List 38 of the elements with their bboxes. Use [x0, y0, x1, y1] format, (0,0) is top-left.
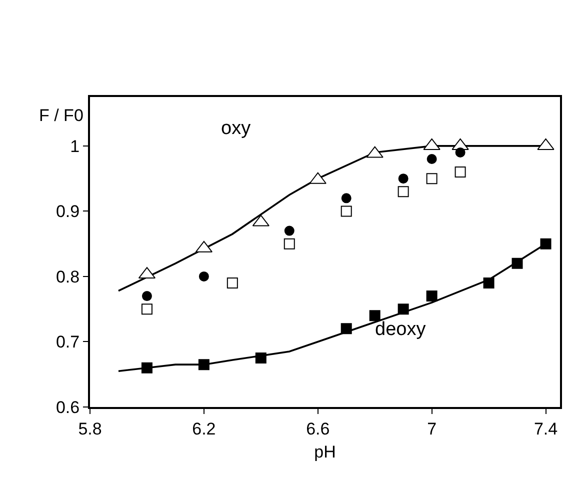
point [284, 238, 295, 250]
point [454, 166, 466, 178]
point [540, 238, 552, 250]
point [255, 352, 266, 364]
point [198, 271, 209, 282]
point [141, 362, 152, 374]
point [426, 290, 438, 302]
x-tick-label: 6.6 [306, 419, 330, 438]
x-tick-label: 7.4 [534, 419, 558, 438]
y-tick-label: 1 [70, 136, 80, 156]
point [198, 359, 210, 370]
x-tick-label: 7 [427, 419, 437, 438]
point [483, 278, 494, 288]
x-axis-title: pH [314, 442, 336, 462]
point [369, 310, 380, 322]
point [340, 206, 352, 217]
y-tick-label: 0.6 [56, 398, 80, 417]
point [141, 304, 152, 315]
y-axis-title: F / F0 [39, 106, 84, 125]
point [398, 304, 409, 315]
point [426, 173, 438, 184]
point [398, 174, 408, 184]
point [398, 186, 409, 198]
x-tick-label: 6.2 [192, 419, 216, 438]
y-tick-label: 0.8 [56, 267, 80, 286]
annotation: deoxy [375, 319, 426, 340]
x-tick-label: 5.8 [78, 419, 102, 438]
y-tick-label: 0.7 [56, 332, 80, 352]
point [340, 323, 352, 334]
y-tick-label: 0.9 [56, 202, 80, 222]
point [455, 147, 466, 158]
point [512, 258, 523, 269]
point [284, 226, 294, 236]
point [142, 291, 152, 302]
point [341, 193, 352, 204]
annotation: oxy [221, 118, 252, 139]
point [426, 154, 437, 164]
point [226, 278, 238, 288]
